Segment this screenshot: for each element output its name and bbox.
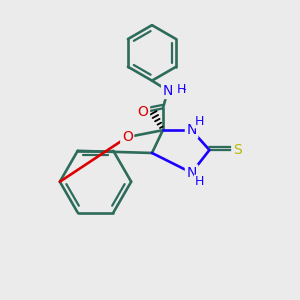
Text: H: H bbox=[195, 115, 204, 128]
Text: N: N bbox=[186, 123, 197, 137]
Text: O: O bbox=[122, 130, 133, 144]
Text: N: N bbox=[186, 166, 197, 180]
Text: H: H bbox=[195, 175, 204, 188]
Text: H: H bbox=[177, 83, 186, 96]
Text: -: - bbox=[183, 85, 186, 94]
Text: N: N bbox=[163, 84, 173, 98]
Text: S: S bbox=[233, 143, 242, 157]
Text: O: O bbox=[138, 105, 148, 119]
